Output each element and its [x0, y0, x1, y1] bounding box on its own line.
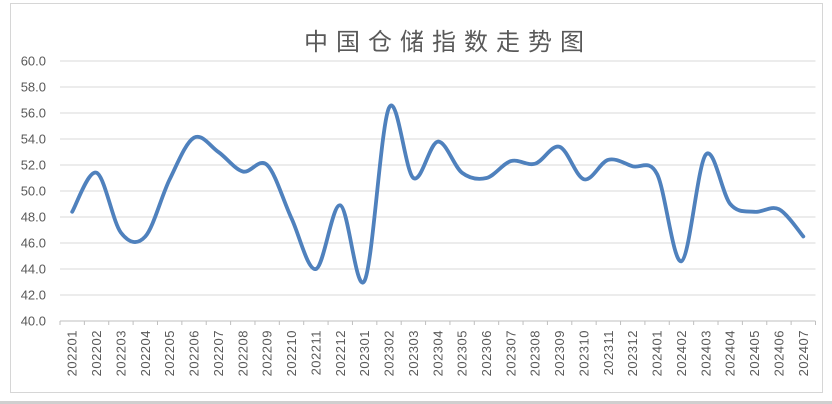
x-tick-label: 202402 — [674, 330, 689, 376]
x-tick-label: 202306 — [479, 330, 494, 376]
y-tick-label: 40.0 — [21, 314, 46, 329]
index-series-line — [70, 103, 806, 285]
x-tick-label: 202210 — [284, 330, 299, 376]
y-tick-label: 56.0 — [21, 106, 46, 121]
x-tick-label: 202302 — [382, 330, 397, 376]
y-tick-label: 46.0 — [21, 236, 46, 251]
x-tick-label: 202207 — [211, 330, 226, 376]
y-tick-label: 54.0 — [21, 132, 46, 147]
x-tick-label: 202203 — [113, 330, 128, 376]
x-tick-label: 202307 — [503, 330, 518, 376]
x-tick-label: 202202 — [89, 330, 104, 376]
y-tick-label: 42.0 — [21, 288, 46, 303]
y-tick-label: 60.0 — [21, 54, 46, 69]
x-tick-label: 202303 — [406, 330, 421, 376]
chart-title: 中国仓储指数走势图 — [304, 30, 592, 56]
y-tick-label: 48.0 — [21, 210, 46, 225]
y-tick-label: 52.0 — [21, 158, 46, 173]
gridlines — [60, 60, 816, 322]
x-tick-label: 202312 — [625, 330, 640, 376]
y-tick-label: 44.0 — [21, 262, 46, 277]
x-tick-label: 202206 — [187, 330, 202, 376]
x-axis-labels: 202201 202202 202203 202204 202205 202206 2022… — [65, 330, 811, 376]
x-tick-label: 202212 — [333, 330, 348, 376]
x-tick-label: 202407 — [796, 330, 811, 376]
x-axis-ticks — [59, 321, 816, 325]
x-tick-label: 202301 — [357, 330, 372, 376]
x-tick-label: 202204 — [138, 330, 153, 376]
x-tick-label: 202403 — [698, 330, 713, 376]
x-tick-label: 202304 — [430, 330, 445, 376]
x-tick-label: 202405 — [747, 330, 762, 376]
x-tick-label: 202406 — [771, 330, 786, 376]
x-tick-label: 202305 — [455, 330, 470, 376]
x-tick-label: 202311 — [601, 330, 616, 375]
x-tick-label: 202401 — [650, 330, 665, 376]
y-tick-label: 50.0 — [21, 184, 46, 199]
x-tick-label: 202205 — [162, 330, 177, 376]
y-tick-label: 58.0 — [21, 80, 46, 95]
x-tick-label: 202308 — [528, 330, 543, 376]
x-tick-label: 202209 — [260, 330, 275, 376]
x-tick-label: 202208 — [235, 330, 250, 376]
bottom-edge-divider — [0, 401, 832, 404]
x-tick-label: 202211 — [308, 330, 323, 375]
y-axis-labels: 60.0 58.0 56.0 54.0 52.0 50.0 48.0 46.0 44.0 42.0… — [21, 54, 46, 329]
x-tick-label: 202309 — [552, 330, 567, 376]
x-tick-label: 202310 — [576, 330, 591, 376]
x-tick-label: 202404 — [723, 330, 738, 376]
x-tick-label: 202201 — [65, 330, 80, 376]
